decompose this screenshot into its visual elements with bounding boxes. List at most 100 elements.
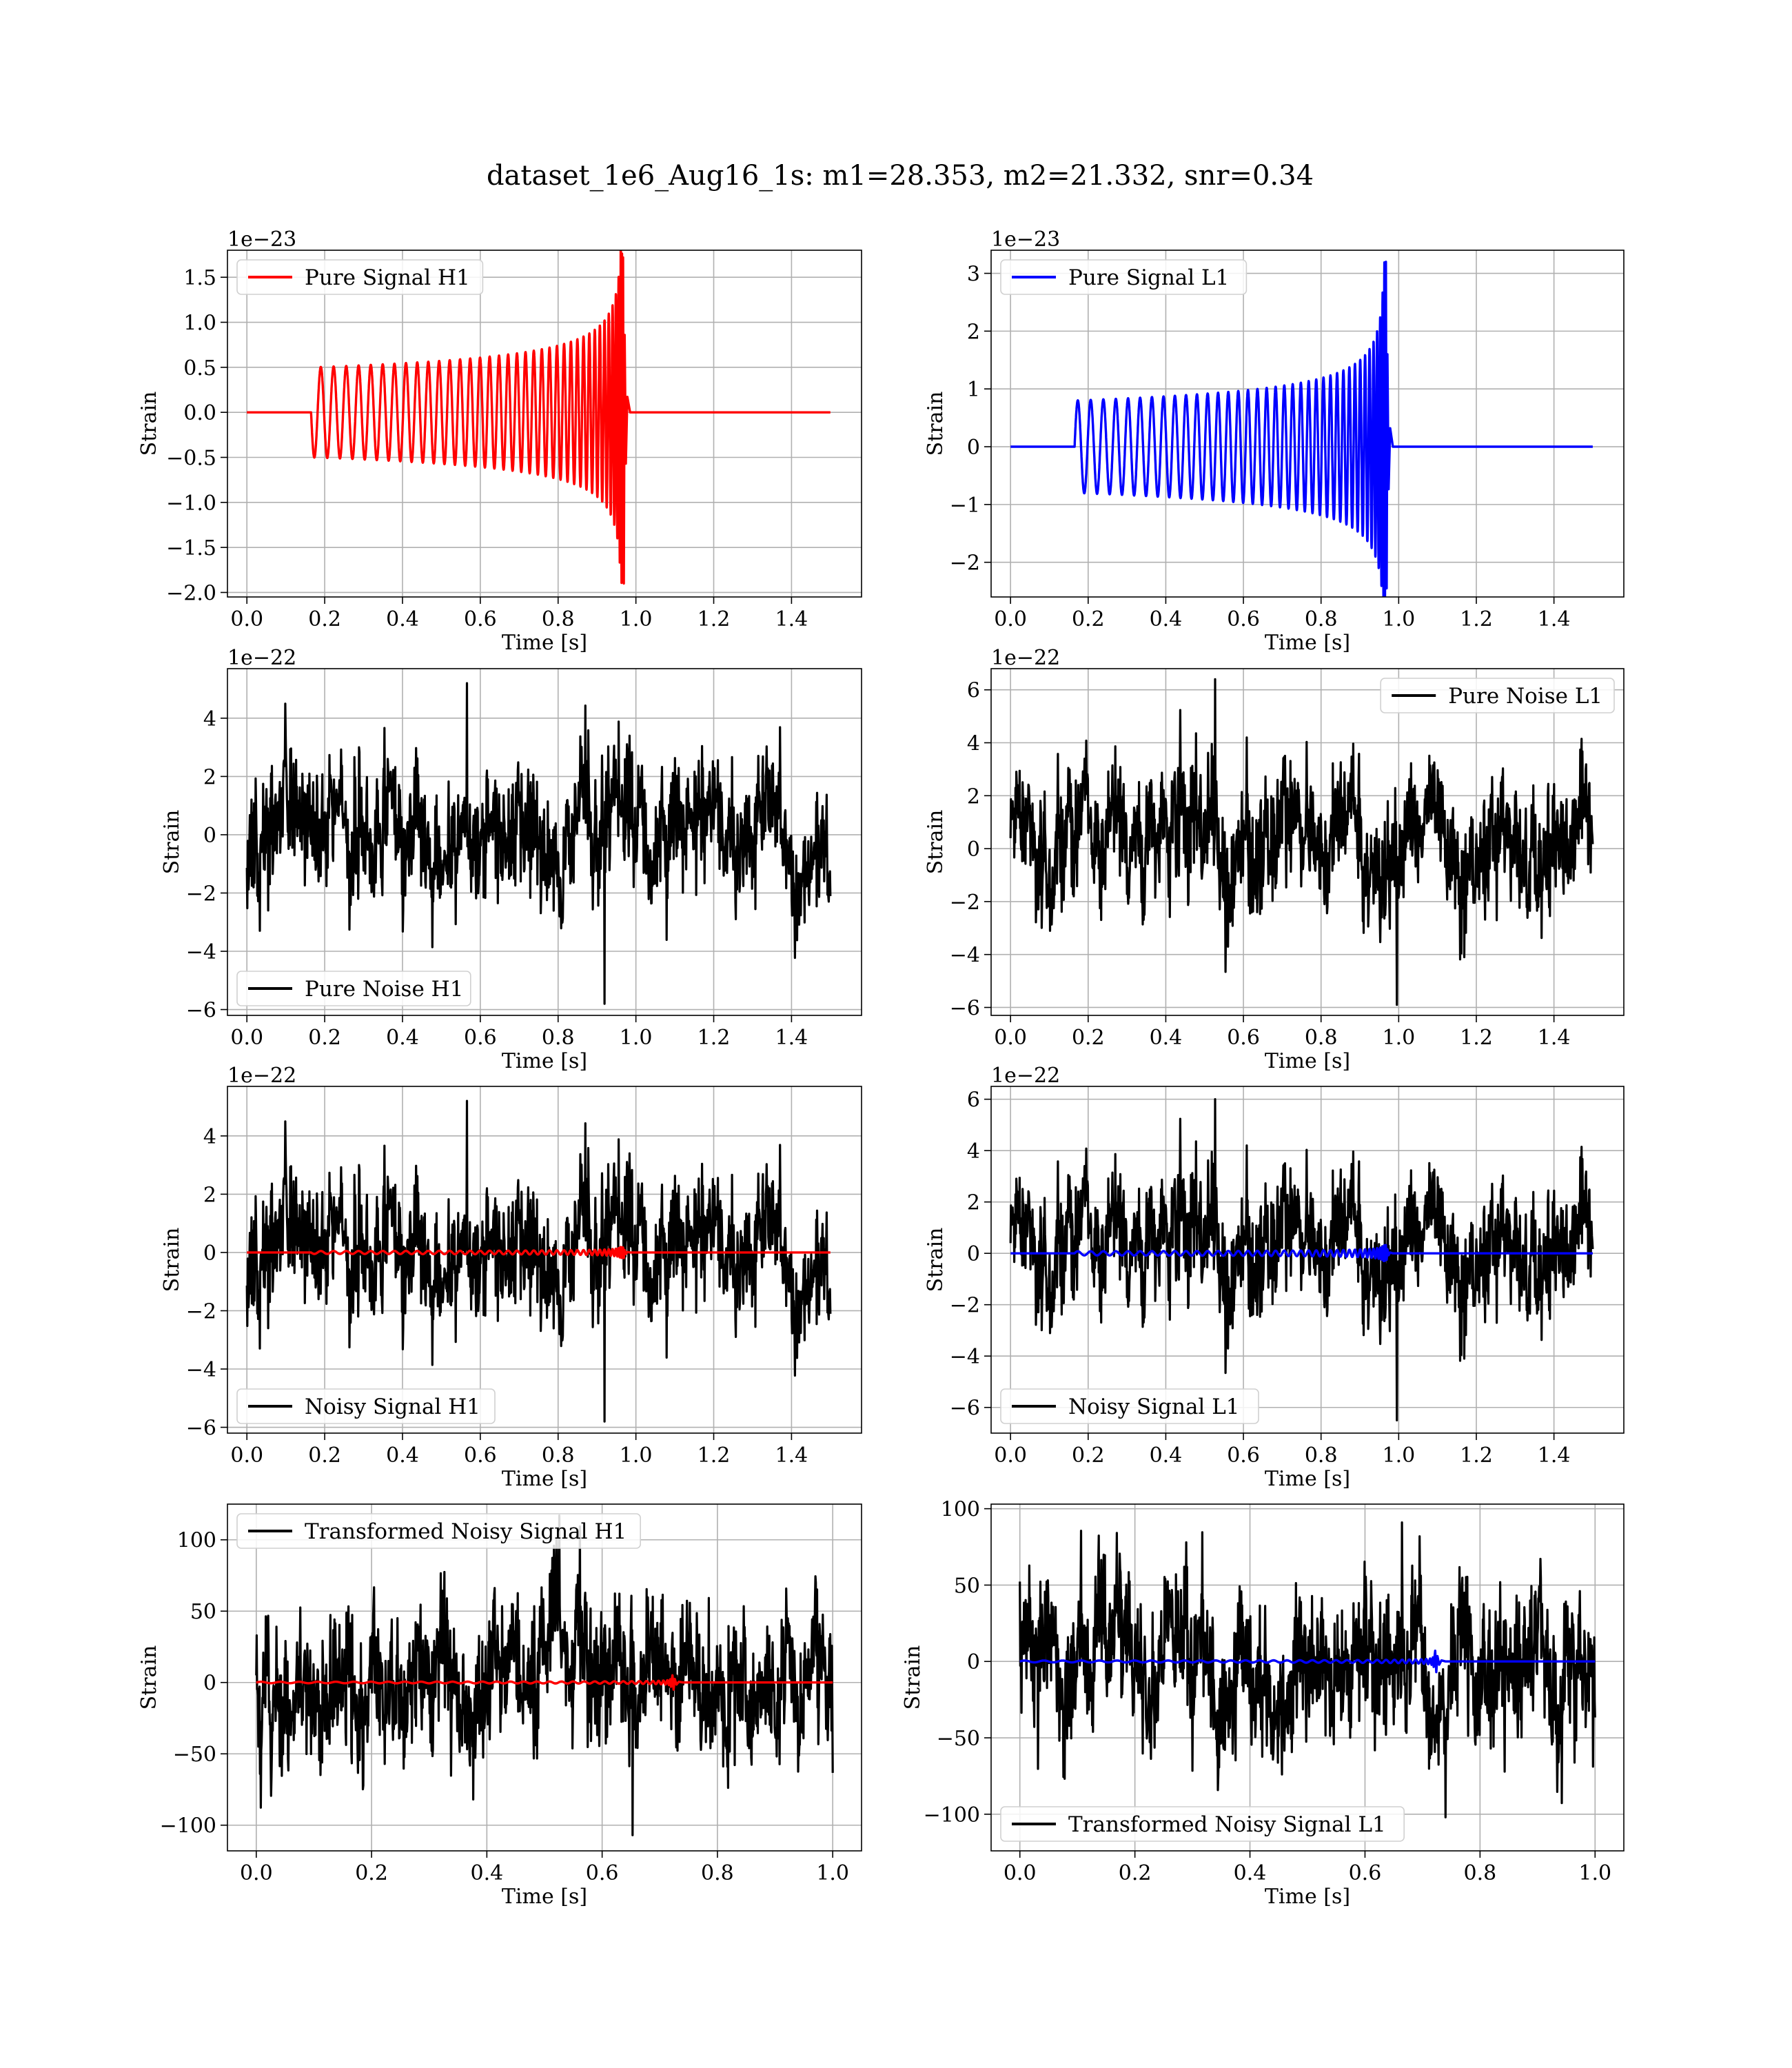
series-group [1010, 261, 1593, 597]
subplot-transformed-noisy-signal-h1: 0.0 0.2 0.4 0.6 0.8 1.0 −100 −50 0 50 100 Time [s] S… [137, 1503, 862, 1909]
x-tick-label: 0.6 [464, 1026, 497, 1050]
ticks: 0.0 0.2 0.4 0.6 0.8 1.0 1.2 1.4 −2.0 −1.5 −1.0 −0.5… [166, 266, 808, 631]
x-tick-label: 1.2 [1460, 1443, 1493, 1468]
x-tick-label: 1.4 [1538, 607, 1571, 631]
y-axis-label: Strain [924, 392, 948, 456]
legend-box [236, 1513, 642, 1549]
y-tick-label: 50 [954, 1574, 980, 1598]
figure-suptitle: dataset_1e6_Aug16_1s: m1=28.353, m2=21.3… [487, 160, 1314, 192]
legend: Pure Noise H1 [236, 971, 471, 1006]
x-tick-label: 0.8 [701, 1861, 734, 1885]
y-tick-label: 2 [967, 1191, 980, 1215]
x-tick-label: 0.4 [1150, 1443, 1183, 1468]
x-tick-label: 1.2 [1460, 607, 1493, 631]
axes-frame [990, 668, 1625, 1016]
y-tick-label: −4 [950, 1345, 980, 1369]
x-tick-label: 1.0 [1382, 1443, 1415, 1468]
y-tick-label: 1.0 [183, 312, 216, 336]
y-tick-label: 0 [203, 1672, 216, 1696]
y-tick-label: 50 [190, 1600, 216, 1624]
axes-frame [227, 1086, 862, 1434]
y-axis-label: Strain [137, 392, 161, 456]
x-tick-label: 0.8 [542, 607, 575, 631]
x-tick-label: 0.4 [1150, 607, 1183, 631]
legend-box [236, 971, 471, 1006]
series-group [1009, 678, 1594, 1006]
x-tick-label: 0.8 [1305, 1443, 1338, 1468]
legend-box [1000, 259, 1248, 295]
legend-label: Pure Signal L1 [1068, 265, 1229, 290]
x-axis-label: Time [s] [1265, 1885, 1350, 1909]
x-tick-label: 0.6 [464, 1443, 497, 1468]
subplot-pure-signal-h1: 0.0 0.2 0.4 0.6 0.8 1.0 1.2 1.4 −2.0 −1.5 −1.0 −0.5… [137, 227, 862, 655]
ticks: 0.0 0.2 0.4 0.6 0.8 1.0 1.2 1.4 −6 −4 −2 0 2 4 [186, 707, 808, 1050]
axis-offset-text: 1e−23 [227, 227, 296, 252]
axes-frame [227, 668, 862, 1016]
x-tick-label: 0.0 [240, 1861, 273, 1885]
x-tick-label: 1.4 [775, 1443, 808, 1468]
axes-frame [227, 250, 862, 598]
series-group [1009, 1098, 1594, 1421]
x-tick-label: 0.4 [1234, 1861, 1267, 1885]
x-tick-label: 1.2 [698, 1026, 731, 1050]
legend-label: Pure Noise H1 [305, 977, 463, 1002]
x-tick-label: 0.6 [586, 1861, 619, 1885]
x-axis-label: Time [s] [1265, 1467, 1350, 1491]
x-tick-label: 1.2 [698, 1443, 731, 1468]
x-tick-label: 1.0 [1578, 1861, 1611, 1885]
x-tick-label: 0.8 [542, 1026, 575, 1050]
y-tick-label: −4 [186, 1358, 216, 1382]
x-tick-label: 0.4 [471, 1861, 504, 1885]
x-tick-label: 0.2 [1072, 1443, 1105, 1468]
y-tick-label: −100 [160, 1814, 216, 1838]
x-tick-label: 1.0 [1382, 607, 1415, 631]
legend-label: Transformed Noisy Signal H1 [305, 1519, 627, 1544]
ticks: 0.0 0.2 0.4 0.6 0.8 1.0 −100 −50 0 50 100 [160, 1529, 849, 1885]
series-line-overlay-signal [1010, 1244, 1593, 1262]
x-tick-label: 0.6 [1227, 607, 1260, 631]
x-tick-label: 0.8 [1305, 607, 1338, 631]
x-tick-label: 1.0 [1382, 1026, 1415, 1050]
legend: Noisy Signal H1 [236, 1388, 496, 1424]
y-tick-label: −1.0 [166, 491, 216, 516]
legend: Noisy Signal L1 [1000, 1388, 1259, 1424]
y-tick-label: −2 [186, 882, 216, 906]
ticks: 0.0 0.2 0.4 0.6 0.8 1.0 1.2 1.4 −6 −4 −2 0 2 4 [186, 1125, 808, 1468]
x-tick-label: 0.4 [1150, 1026, 1183, 1050]
series-line-overlay-signal [1019, 1650, 1596, 1674]
x-tick-label: 0.2 [1119, 1861, 1152, 1885]
x-tick-label: 1.0 [620, 1443, 653, 1468]
y-tick-label: 100 [941, 1498, 980, 1522]
legend-box [1000, 1806, 1405, 1842]
ticks: 0.0 0.2 0.4 0.6 0.8 1.0 −100 −50 0 50 100 [924, 1498, 1612, 1885]
series-group [245, 1099, 832, 1423]
y-tick-label: −1.5 [166, 536, 216, 560]
x-tick-label: 1.0 [620, 1026, 653, 1050]
y-axis-label: Strain [901, 1645, 925, 1710]
series-line-noisy-signal-h1 [245, 1099, 832, 1423]
legend-box [1380, 678, 1615, 713]
series-line-pure-noise-h1 [245, 682, 832, 1005]
y-tick-label: 3 [967, 263, 980, 287]
y-tick-label: 0 [967, 1242, 980, 1266]
x-tick-label: 0.2 [308, 607, 341, 631]
y-tick-label: −4 [950, 944, 980, 968]
y-tick-label: −2 [186, 1299, 216, 1324]
y-tick-label: 0 [967, 1650, 980, 1674]
legend: Transformed Noisy Signal H1 [236, 1513, 642, 1549]
y-tick-label: 1 [967, 378, 980, 402]
y-tick-label: −50 [173, 1743, 216, 1767]
x-tick-label: 1.4 [1538, 1443, 1571, 1468]
series-line-overlay-signal [255, 1674, 833, 1691]
y-tick-label: −2 [950, 891, 980, 915]
series-line-pure-signal-l1 [1010, 261, 1593, 597]
legend-label: Noisy Signal L1 [1068, 1395, 1240, 1419]
y-axis-label: Strain [924, 810, 948, 875]
x-tick-label: 0.2 [308, 1026, 341, 1050]
y-tick-label: −6 [950, 996, 980, 1020]
axis-offset-text: 1e−22 [227, 1064, 296, 1088]
y-tick-label: 6 [967, 1088, 980, 1113]
y-tick-label: 4 [203, 707, 216, 731]
x-tick-label: 0.2 [308, 1443, 341, 1468]
x-tick-label: 1.2 [698, 607, 731, 631]
